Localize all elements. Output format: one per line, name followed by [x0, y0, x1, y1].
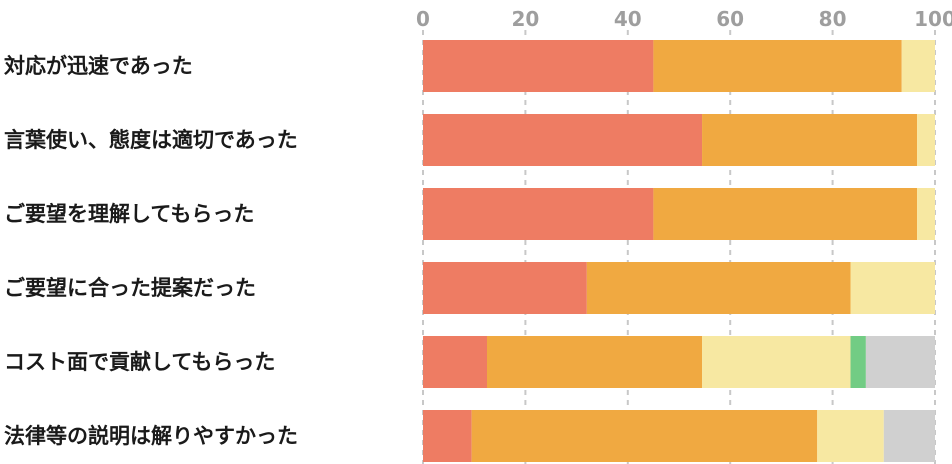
grid-lines [422, 30, 936, 464]
x-axis-tick-labels: 0 20 40 60 80 100 [416, 7, 952, 31]
bar-segment [423, 262, 587, 314]
category-label: 法律等の説明は解りやすかった [4, 424, 298, 448]
category-label: 言葉使い、態度は適切であった [4, 128, 298, 152]
x-tick-label: 40 [614, 7, 642, 31]
x-tick-label: 100 [914, 7, 952, 31]
bar-segment [702, 114, 918, 166]
category-label: ご要望に合った提案だった [4, 276, 256, 300]
x-tick-label: 20 [511, 7, 539, 31]
bar-segment [423, 40, 654, 92]
bar-segment [883, 410, 935, 462]
bar-segment [423, 114, 703, 166]
bar-segment [702, 336, 851, 388]
bar-segment [901, 40, 935, 92]
category-label: ご要望を理解してもらった [4, 202, 254, 226]
x-tick-label: 60 [716, 7, 744, 31]
bar-segment [423, 188, 654, 240]
bar-segments [423, 40, 935, 462]
bar-segment [586, 262, 851, 314]
bar-segment [850, 262, 935, 314]
bar-segment [423, 410, 472, 462]
x-tick-label: 0 [416, 7, 430, 31]
bar-segment [865, 336, 935, 388]
bar-segment [817, 410, 884, 462]
bar-segment [423, 336, 487, 388]
category-labels: 対応が迅速であった言葉使い、態度は適切であったご要望を理解してもらったご要望に合… [4, 54, 298, 448]
category-label: 対応が迅速であった [4, 54, 193, 78]
x-tick-label: 80 [819, 7, 847, 31]
bar-segment [471, 410, 818, 462]
bar-segment [653, 188, 918, 240]
bar-segment [917, 188, 935, 240]
bar-segment [917, 114, 935, 166]
bar-segment [850, 336, 866, 388]
category-label: コスト面で貢献してもらった [4, 350, 275, 374]
bar-segment [487, 336, 703, 388]
bar-segment [653, 40, 902, 92]
